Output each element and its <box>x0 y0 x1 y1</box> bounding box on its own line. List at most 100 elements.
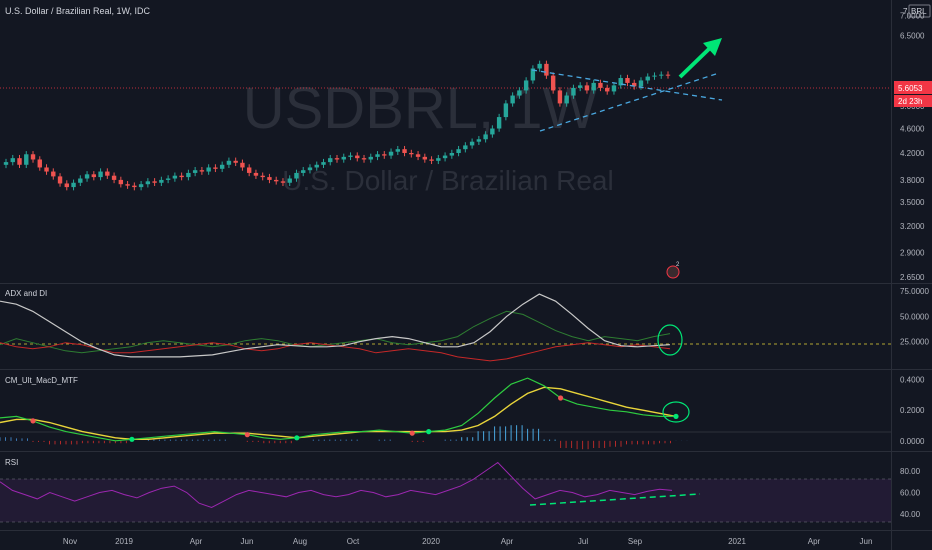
candle-body <box>456 149 461 153</box>
macd-cross-dot <box>244 432 250 438</box>
candle-body <box>105 171 110 176</box>
indicator-tick-label: 75.0000 <box>900 287 929 296</box>
replay-icon[interactable]: 2 <box>666 262 680 279</box>
candle-body <box>125 184 130 186</box>
candle-body <box>571 87 576 96</box>
adx-line <box>0 293 671 358</box>
macd-series[interactable] <box>0 377 679 442</box>
macd-cross-dot <box>558 395 564 401</box>
candle-body <box>449 152 455 156</box>
candle-body <box>422 156 428 160</box>
candle-body <box>564 95 569 104</box>
price-tick-label: 4.6000 <box>900 125 925 134</box>
candle-body <box>314 164 319 168</box>
candle-body <box>118 179 124 185</box>
candle-body <box>179 175 184 178</box>
candle-body <box>280 181 286 183</box>
candle-body <box>246 167 252 173</box>
time-axis[interactable]: Nov 2019 Apr Jun Aug Oct 2020 Apr Jul Sep 2021 Apr J… <box>63 537 873 546</box>
candle-body <box>226 160 232 165</box>
candle-body <box>659 74 664 76</box>
candle-body <box>537 63 542 69</box>
price-tick-label: 7.0000 <box>900 12 925 21</box>
candle-body <box>219 164 225 169</box>
candle-body <box>294 172 299 179</box>
time-tick-label: Apr <box>501 537 514 546</box>
candle-body <box>98 171 103 178</box>
time-tick-label: Oct <box>347 537 360 546</box>
candle-body <box>138 184 144 188</box>
rsi-title[interactable]: RSI <box>5 458 18 467</box>
indicator-tick-label: 40.00 <box>900 510 921 519</box>
candle-body <box>463 145 468 150</box>
symbol-title[interactable]: U.S. Dollar / Brazilian Real, 1W, IDC <box>5 6 151 16</box>
macd-highlight-circle <box>662 401 690 423</box>
candle-body <box>159 179 164 183</box>
candlestick-series[interactable] <box>3 60 671 191</box>
candle-body <box>348 155 353 157</box>
candle-body <box>517 90 522 96</box>
price-axis[interactable]: 7.00006.50005.00004.60004.20003.80003.50… <box>900 12 929 519</box>
macd-cross-dot <box>426 429 432 435</box>
candle-body <box>368 156 373 160</box>
time-tick-label: 2019 <box>115 537 133 546</box>
candle-body <box>395 149 400 152</box>
price-tick-label: 3.5000 <box>900 198 925 207</box>
candle-body <box>632 82 637 87</box>
candle-body <box>84 174 90 179</box>
candle-body <box>361 158 367 160</box>
candle-body <box>328 158 333 163</box>
macd-line <box>0 377 676 442</box>
price-tick-label: 3.2000 <box>900 222 925 231</box>
indicator-tick-label: 50.0000 <box>900 312 929 321</box>
last-price-tag <box>894 81 932 94</box>
macd-cross-dot <box>673 413 679 419</box>
adx-title[interactable]: ADX and DI <box>5 289 47 298</box>
time-tick-label: Sep <box>628 537 643 546</box>
candle-body <box>382 154 387 156</box>
price-tick-label: 4.2000 <box>900 149 925 158</box>
candle-body <box>341 156 346 160</box>
currency-badge[interactable] <box>908 4 931 18</box>
rsi-series[interactable] <box>0 461 673 509</box>
candle-body <box>503 103 509 118</box>
candle-body <box>496 117 502 129</box>
candle-body <box>91 174 97 178</box>
candle-body <box>206 167 211 172</box>
candle-body <box>483 134 488 140</box>
candle-body <box>321 162 326 165</box>
di-minus-line <box>0 342 671 362</box>
candle-body <box>375 154 380 157</box>
replay-icon-count: 2 <box>676 262 680 268</box>
time-tick-label: Jun <box>241 537 254 546</box>
candle-body <box>132 185 137 188</box>
time-tick-label: Apr <box>190 537 203 546</box>
countdown-tag <box>894 95 932 107</box>
price-tick-label: 6.5000 <box>900 32 925 41</box>
adx-series[interactable] <box>0 293 671 362</box>
candle-body <box>152 181 157 183</box>
breakout-arrow <box>678 38 722 79</box>
candle-body <box>490 128 495 135</box>
indicator-tick-label: 0.4000 <box>900 376 925 385</box>
di-plus-line <box>0 310 671 354</box>
currency-badge-prefix: 7 <box>903 7 908 16</box>
last-price-value: 5.6053 <box>898 84 923 93</box>
candle-body <box>71 182 76 188</box>
candle-body <box>64 183 69 188</box>
time-tick-label: Jun <box>860 537 873 546</box>
rsi-trendline <box>529 493 701 506</box>
candle-body <box>469 141 475 146</box>
candle-body <box>192 170 198 173</box>
candle-body <box>199 170 205 172</box>
price-tick-label: 2.9000 <box>900 249 925 258</box>
candle-body <box>409 152 414 155</box>
macd-title[interactable]: CM_Ult_MacD_MTF <box>5 376 78 385</box>
time-tick-label: Jul <box>578 537 588 546</box>
macd-cross-dot <box>30 418 36 424</box>
candle-body <box>51 171 56 177</box>
candle-body <box>267 177 272 180</box>
time-tick-label: 2020 <box>422 537 440 546</box>
candle-body <box>402 149 407 153</box>
